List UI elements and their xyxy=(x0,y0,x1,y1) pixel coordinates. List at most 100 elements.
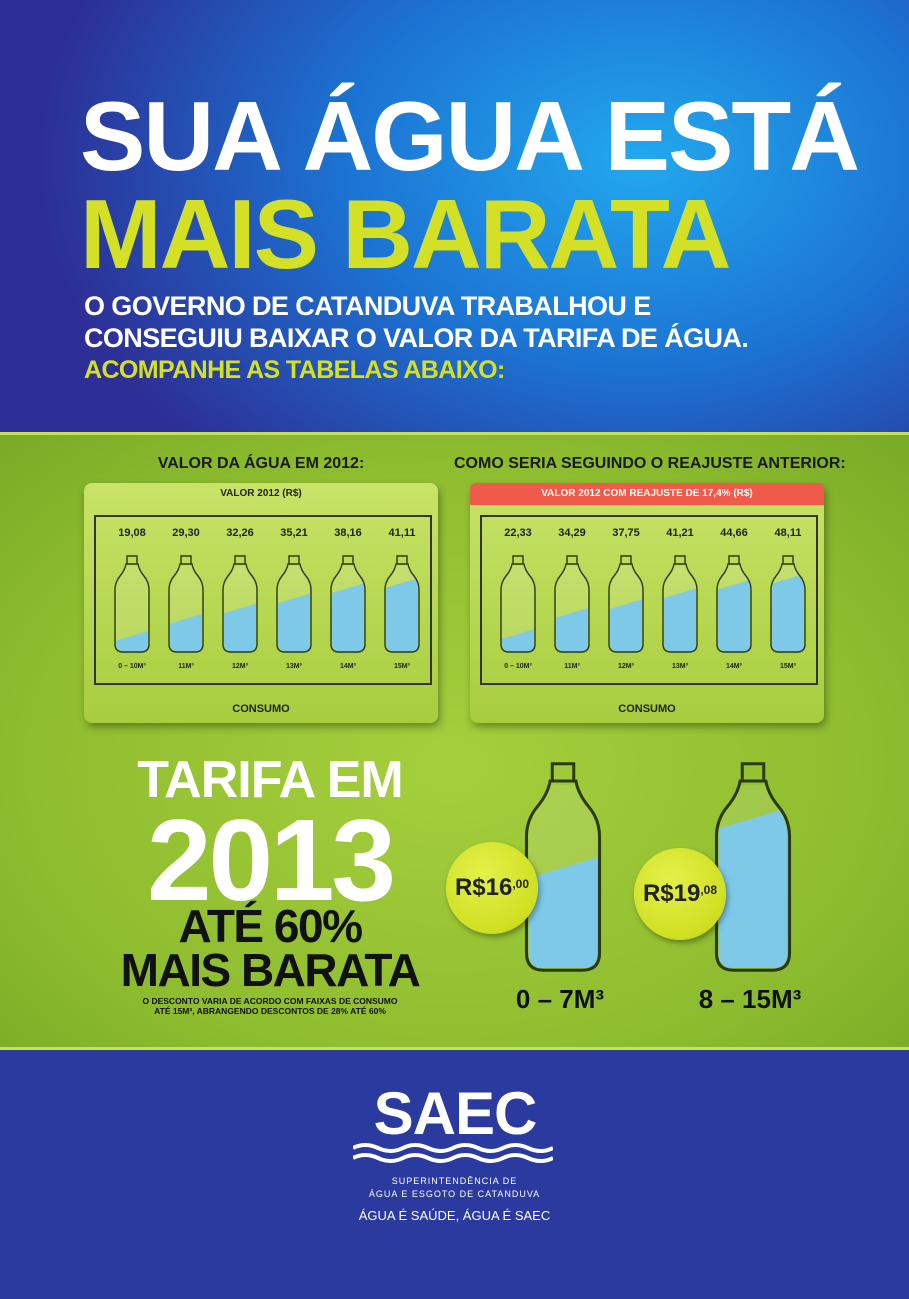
water-fill xyxy=(528,854,598,969)
chart2-panel: VALOR 2012 COM REAJUSTE DE 17,4% (R$) 22… xyxy=(470,483,824,723)
price-badge-8-15m3: R$19,08 xyxy=(634,848,726,940)
water-fill xyxy=(718,805,788,969)
bar-value-label: 32,26 xyxy=(226,527,254,539)
bottle-shape xyxy=(662,555,698,653)
bar-category-label: 15M³ xyxy=(394,663,410,670)
bar-value-label: 41,11 xyxy=(388,527,416,539)
bottle-shape xyxy=(608,555,644,653)
bottle-icon xyxy=(274,545,314,668)
chart2-bracket xyxy=(480,515,818,685)
intro-line1: O GOVERNO DE CATANDUVA TRABALHOU E xyxy=(84,291,651,321)
bottle-shape xyxy=(554,555,590,653)
water-fill xyxy=(502,628,534,651)
bar-category-label: 0 – 10M³ xyxy=(504,663,532,670)
bar-value-label: 38,16 xyxy=(334,527,362,539)
logo-sub2: ÁGUA E ESGOTO DE CATANDUVA xyxy=(368,1189,541,1199)
bottle-shape xyxy=(770,555,806,653)
bottle-icon xyxy=(714,545,754,668)
bottle-icon xyxy=(220,545,260,668)
water-fill xyxy=(170,612,202,651)
water-fill xyxy=(664,587,696,651)
bottle-shape xyxy=(330,555,366,653)
bar-value-label: 44,66 xyxy=(720,527,748,539)
tariff-year: 2013 xyxy=(146,795,396,925)
chart1-panel: VALOR 2012 (R$) 19,08 0 – 10M³ 29,30 11M³ 32… xyxy=(84,483,438,723)
water-fill xyxy=(278,592,310,651)
tagline: ÁGUA É SAÚDE, ÁGUA É SAEC xyxy=(358,1208,551,1223)
bottle-icon xyxy=(552,545,592,668)
water-fill xyxy=(556,606,588,651)
chart2-title: COMO SERIA SEGUINDO O REAJUSTE ANTERIOR: xyxy=(454,455,846,472)
bottle-icon xyxy=(166,545,206,668)
tariff-heading: TARIFA EM xyxy=(137,751,403,809)
header-background xyxy=(0,0,909,432)
bar-value-label: 22,33 xyxy=(504,527,532,539)
intro-line3: ACOMPANHE AS TABELAS ABAIXO: xyxy=(84,356,505,384)
bar-category-label: 13M³ xyxy=(672,663,688,670)
discount-note-line2: ATÉ 15M³, ABRANGENDO DESCONTOS DE 28% AT… xyxy=(154,1006,386,1016)
bar-category-label: 14M³ xyxy=(726,663,742,670)
bottle-icon xyxy=(768,545,808,668)
discount-note-line1: O DESCONTO VARIA DE ACORDO COM FAIXAS DE… xyxy=(142,996,398,1006)
big-bottle-shape xyxy=(714,762,792,972)
chart1-bracket xyxy=(94,515,432,685)
chart2-subtitle: VALOR 2012 COM REAJUSTE DE 17,4% (R$) xyxy=(470,483,824,505)
bar-category-label: 13M³ xyxy=(286,663,302,670)
water-fill xyxy=(332,582,364,651)
discount-text: MAIS BARATA xyxy=(120,944,421,996)
bar-value-label: 34,29 xyxy=(558,527,586,539)
bottle-shape xyxy=(168,555,204,653)
bottle-icon xyxy=(382,545,422,668)
big-bottle-shape xyxy=(524,762,602,972)
bar-category-label: 12M³ xyxy=(232,663,248,670)
saec-logo: SAEC xyxy=(373,1080,538,1147)
bar-category-label: 11M³ xyxy=(178,663,194,670)
logo-sub1: SUPERINTENDÊNCIA DE xyxy=(391,1176,518,1186)
bar-category-label: 0 – 10M³ xyxy=(118,663,146,670)
bar-value-label: 29,30 xyxy=(172,527,200,539)
water-fill xyxy=(718,578,750,651)
wave-icon xyxy=(353,1143,553,1163)
water-fill xyxy=(772,572,804,651)
chart1-subtitle: VALOR 2012 (R$) xyxy=(220,488,302,499)
bar-category-label: 14M³ xyxy=(340,663,356,670)
price-main: R$19 xyxy=(642,880,701,907)
green-band: VALOR DA ÁGUA EM 2012: COMO SERIA SEGUIN… xyxy=(0,432,909,1050)
headline-line1: SUA ÁGUA ESTÁ xyxy=(80,81,860,191)
price-cents: ,08 xyxy=(700,883,718,897)
bottle-shape xyxy=(716,555,752,653)
bar-value-label: 19,08 xyxy=(118,527,146,539)
bottle-icon xyxy=(606,545,646,668)
price-cents: ,00 xyxy=(512,877,530,891)
range-label-8-15m3: 8 – 15M³ xyxy=(698,984,802,1014)
bar-value-label: 37,75 xyxy=(612,527,640,539)
discount-percent: ATÉ 60% xyxy=(178,900,363,952)
bottle-icon xyxy=(328,545,368,668)
bottle-icon xyxy=(498,545,538,668)
bottle-shape xyxy=(114,555,150,653)
price-badge-0-7m3: R$16,00 xyxy=(446,842,538,934)
bottle-icon xyxy=(660,545,700,668)
water-fill xyxy=(116,629,148,651)
price-main: R$16 xyxy=(454,874,513,901)
water-fill xyxy=(224,602,256,651)
bar-category-label: 11M³ xyxy=(564,663,580,670)
bar-category-label: 15M³ xyxy=(780,663,796,670)
water-fill xyxy=(386,577,418,651)
bottle-shape xyxy=(276,555,312,653)
discount-note: O DESCONTO VARIA DE ACORDO COM FAIXAS DE… xyxy=(100,996,440,1016)
range-label-0-7m3: 0 – 7M³ xyxy=(515,984,605,1014)
chart1-xlabel: CONSUMO xyxy=(232,703,290,715)
bottle-shape xyxy=(222,555,258,653)
chart1-title: VALOR DA ÁGUA EM 2012: xyxy=(157,455,365,472)
headline-line2: MAIS BARATA xyxy=(80,179,731,289)
bar-value-label: 48,11 xyxy=(774,527,802,539)
bottle-icon xyxy=(112,545,152,668)
bottle-shape xyxy=(384,555,420,653)
bottle-shape xyxy=(500,555,536,653)
water-fill xyxy=(610,598,642,651)
bar-category-label: 12M³ xyxy=(618,663,634,670)
bar-value-label: 41,21 xyxy=(666,527,694,539)
intro-line2: CONSEGUIU BAIXAR O VALOR DA TARIFA DE ÁG… xyxy=(84,323,749,353)
